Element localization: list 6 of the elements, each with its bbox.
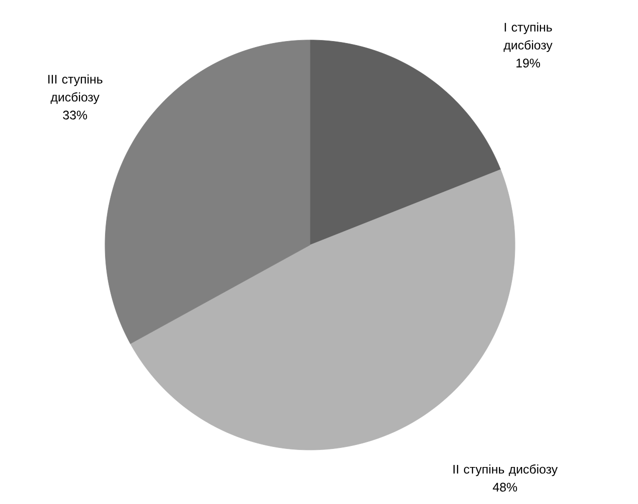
slice-label: III ступінь дисбіозу: [48, 74, 102, 104]
data-label: 48%: [492, 482, 518, 492]
slice-label: I ступінь дисбіозу: [504, 22, 552, 52]
data-label: 33%: [63, 110, 88, 120]
data-label: 19%: [516, 58, 540, 68]
slice-label: II ступінь дисбіозу: [454, 464, 558, 476]
